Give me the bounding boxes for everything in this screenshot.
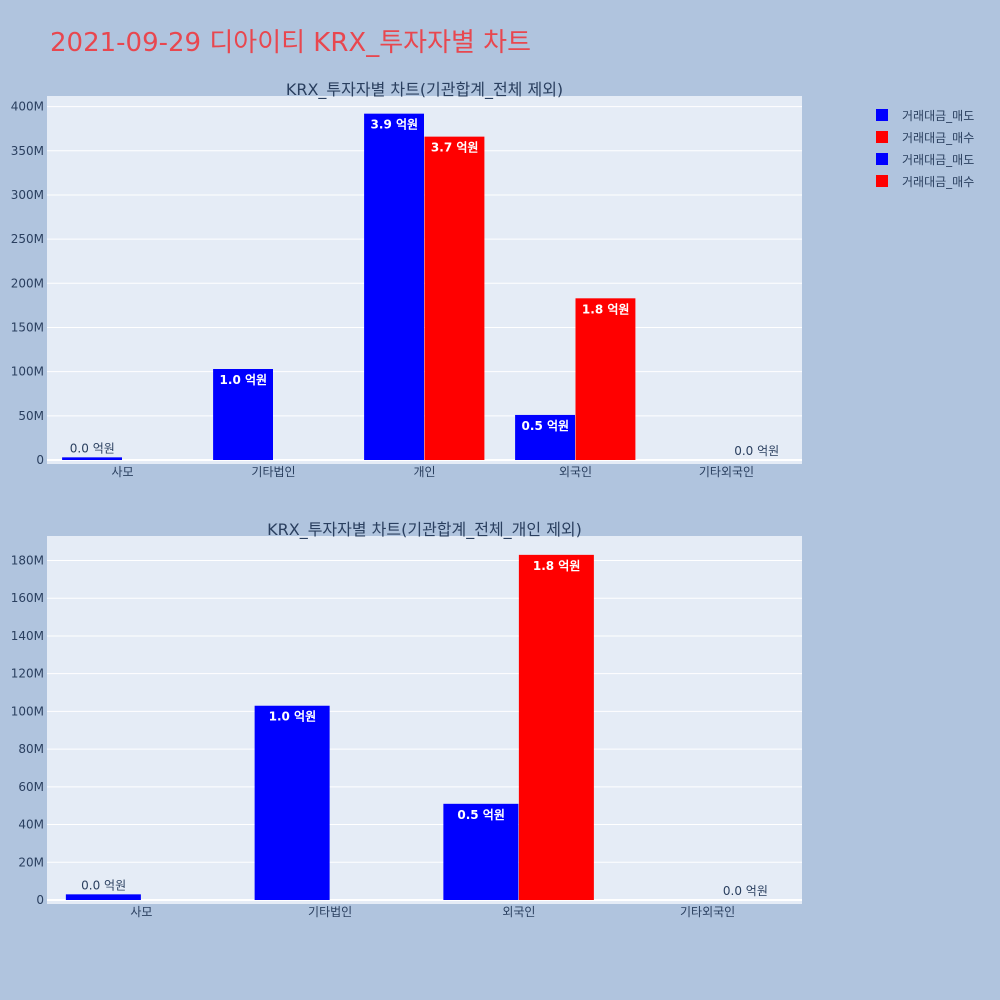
x-tick-label: 기타외국인 [680,905,735,919]
x-tick-label: 기타외국인 [699,465,754,479]
y-tick-label: 350M [11,144,44,158]
bar-sell [213,369,273,460]
data-label: 0.5 억원 [457,808,505,822]
legend-label: 거래대금_매수 [902,130,975,145]
legend-swatch [876,109,888,121]
legend-label: 거래대금_매도 [902,108,975,123]
bar-sell [62,457,122,460]
y-tick-label: 300M [11,188,44,202]
chart-1: 0 50M 100M 150M 200M 250M 300M 350M 400M KRX_투자자별… [11,80,802,479]
bar-sell [254,705,330,900]
legend-swatch [876,175,888,187]
x-tick-label: 외국인 [559,465,592,479]
legend-swatch [876,131,888,143]
legend-label: 거래대금_매수 [902,174,975,189]
legend: 거래대금_매도 거래대금_매수 거래대금_매도 거래대금_매수 [876,104,974,192]
bar-sell [515,414,575,460]
y-tick-label: 180M [11,554,44,568]
bar-buy [575,298,636,460]
legend-label: 거래대금_매도 [902,152,975,167]
legend-item-buy-2[interactable]: 거래대금_매수 [876,170,974,192]
data-label: 1.0 억원 [220,373,268,387]
legend-item-buy-1[interactable]: 거래대금_매수 [876,126,974,148]
data-label: 1.8 억원 [582,302,630,316]
data-label: 0.5 억원 [522,419,570,433]
legend-item-sell-2[interactable]: 거래대금_매도 [876,148,974,170]
y-tick-label: 400M [11,100,44,114]
y-tick-label: 50M [18,409,44,423]
page-title: 2021-09-29 디아이티 KRX_투자자별 차트 [50,28,532,58]
plot-area [47,536,802,904]
data-label: 1.8 억원 [533,559,581,573]
y-tick-label: 100M [11,704,44,718]
y-tick-label: 250M [11,232,44,246]
x-tick-label: 개인 [413,465,435,479]
y-tick-label: 150M [11,320,44,334]
data-label: 0.0 억원 [734,444,779,458]
y-tick-label: 80M [18,742,44,756]
data-label: 3.9 억원 [371,118,419,132]
bar-buy [518,554,594,900]
bar-sell [65,894,141,900]
y-tick-label: 0 [36,893,44,907]
y-tick-label: 200M [11,276,44,290]
data-label: 1.0 억원 [269,710,317,724]
bar-sell [443,803,519,900]
y-tick-label: 120M [11,667,44,681]
y-tick-label: 160M [11,591,44,605]
y-tick-label: 60M [18,780,44,794]
y-tick-label: 20M [18,855,44,869]
bar-sell [364,113,424,460]
y-tick-label: 100M [11,365,44,379]
y-tick-label: 0 [36,453,44,467]
data-label: 3.7 억원 [431,141,479,155]
y-tick-label: 140M [11,629,44,643]
chart-2: 0 20M 40M 60M 80M 100M 120M 140M 160M 180M KRX_투자자… [11,520,802,919]
x-tick-label: 사모 [130,905,152,919]
data-label: 0.0 억원 [70,441,115,455]
chart-title: KRX_투자자별 차트(기관합계_전체_개인 제외) [267,520,582,540]
legend-item-sell-1[interactable]: 거래대금_매도 [876,104,974,126]
chart-title: KRX_투자자별 차트(기관합계_전체 제외) [286,80,563,100]
x-tick-label: 외국인 [502,905,535,919]
y-tick-label: 40M [18,818,44,832]
data-label: 0.0 억원 [723,884,768,898]
bar-buy [424,136,485,460]
x-tick-label: 사모 [111,465,133,479]
x-tick-label: 기타법인 [251,465,295,479]
x-tick-label: 기타법인 [308,905,352,919]
legend-swatch [876,153,888,165]
data-label: 0.0 억원 [81,878,126,892]
